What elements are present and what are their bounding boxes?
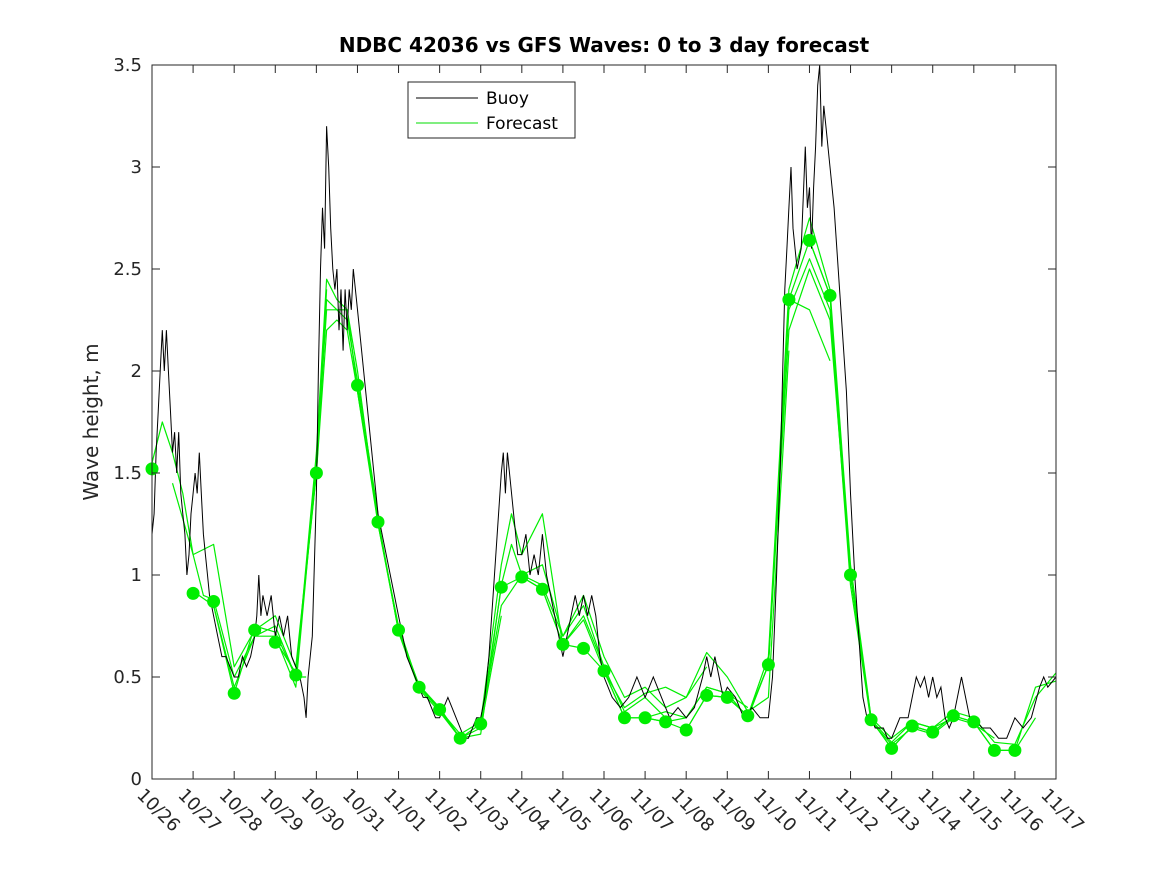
forecast-marker-26 bbox=[720, 690, 734, 704]
legend-buoy-label: Buoy bbox=[486, 89, 529, 109]
legend-box bbox=[407, 81, 576, 139]
forecast-marker-5 bbox=[268, 635, 282, 649]
legend: Buoy Forecast bbox=[407, 81, 576, 139]
forecast-marker-37 bbox=[946, 709, 960, 723]
forecast-line-7 bbox=[397, 543, 605, 739]
forecast-marker-7 bbox=[309, 466, 323, 480]
buoy-line bbox=[151, 64, 1057, 739]
forecast-marker-6 bbox=[289, 668, 303, 682]
forecast-marker-40 bbox=[1008, 743, 1022, 757]
forecast-marker-27 bbox=[741, 709, 755, 723]
forecast-marker-10 bbox=[392, 623, 405, 637]
y-tick-label-7: 3.5 bbox=[113, 55, 142, 76]
y-tick-label-5: 2.5 bbox=[113, 259, 142, 280]
chart-title: NDBC 42036 vs GFS Waves: 0 to 3 day fore… bbox=[339, 33, 870, 57]
forecast-marker-34 bbox=[885, 741, 899, 755]
forecast-marker-35 bbox=[905, 719, 919, 733]
forecast-marker-14 bbox=[474, 717, 488, 731]
forecast-line-6 bbox=[356, 387, 564, 735]
forecast-marker-32 bbox=[844, 568, 857, 582]
forecast-marker-15 bbox=[494, 580, 508, 594]
forecast-marker-11 bbox=[412, 680, 426, 694]
forecast-marker-24 bbox=[679, 723, 693, 737]
forecast-marker-22 bbox=[638, 711, 652, 725]
forecast-marker-4 bbox=[248, 623, 262, 637]
forecast-marker-31 bbox=[823, 289, 837, 302]
forecast-marker-1 bbox=[186, 586, 200, 600]
y-axis-label: Wave height, m bbox=[79, 343, 103, 500]
forecast-marker-9 bbox=[371, 515, 385, 529]
y-axis: 0 0.5 1 1.5 2 2.5 3 3.5 bbox=[113, 55, 1056, 790]
forecast-marker-29 bbox=[782, 293, 796, 307]
y-tick-label-3: 1.5 bbox=[113, 463, 142, 484]
y-tick-label-1: 0.5 bbox=[113, 667, 142, 688]
y-tick-label-0: 0 bbox=[131, 769, 142, 790]
y-tick-label-2: 1 bbox=[131, 565, 142, 586]
forecast-marker-17 bbox=[535, 582, 549, 596]
forecast-marker-20 bbox=[597, 664, 611, 678]
forecast-marker-12 bbox=[433, 703, 447, 717]
marker-layer bbox=[145, 233, 1022, 757]
forecast-marker-2 bbox=[207, 595, 221, 608]
forecast-marker-28 bbox=[761, 658, 775, 672]
forecast-marker-18 bbox=[556, 637, 570, 651]
forecast-marker-38 bbox=[967, 715, 981, 729]
forecast-marker-13 bbox=[453, 731, 467, 745]
forecast-marker-23 bbox=[659, 715, 673, 729]
forecast-marker-36 bbox=[926, 725, 940, 739]
forecast-marker-33 bbox=[864, 713, 878, 727]
y-tick-label-4: 2 bbox=[131, 361, 142, 382]
forecast-marker-39 bbox=[987, 743, 1001, 757]
forecast-marker-25 bbox=[700, 688, 714, 702]
forecast-marker-19 bbox=[577, 641, 590, 655]
forecast-marker-3 bbox=[227, 686, 241, 700]
y-tick-label-6: 3 bbox=[131, 157, 142, 178]
forecast-line-0 bbox=[151, 421, 307, 678]
forecast-marker-16 bbox=[515, 570, 529, 584]
plot-area bbox=[152, 65, 1056, 779]
legend-forecast-label: Forecast bbox=[486, 114, 558, 134]
forecast-marker-8 bbox=[351, 378, 364, 392]
forecast-marker-21 bbox=[618, 711, 631, 725]
forecast-marker-30 bbox=[803, 233, 816, 247]
